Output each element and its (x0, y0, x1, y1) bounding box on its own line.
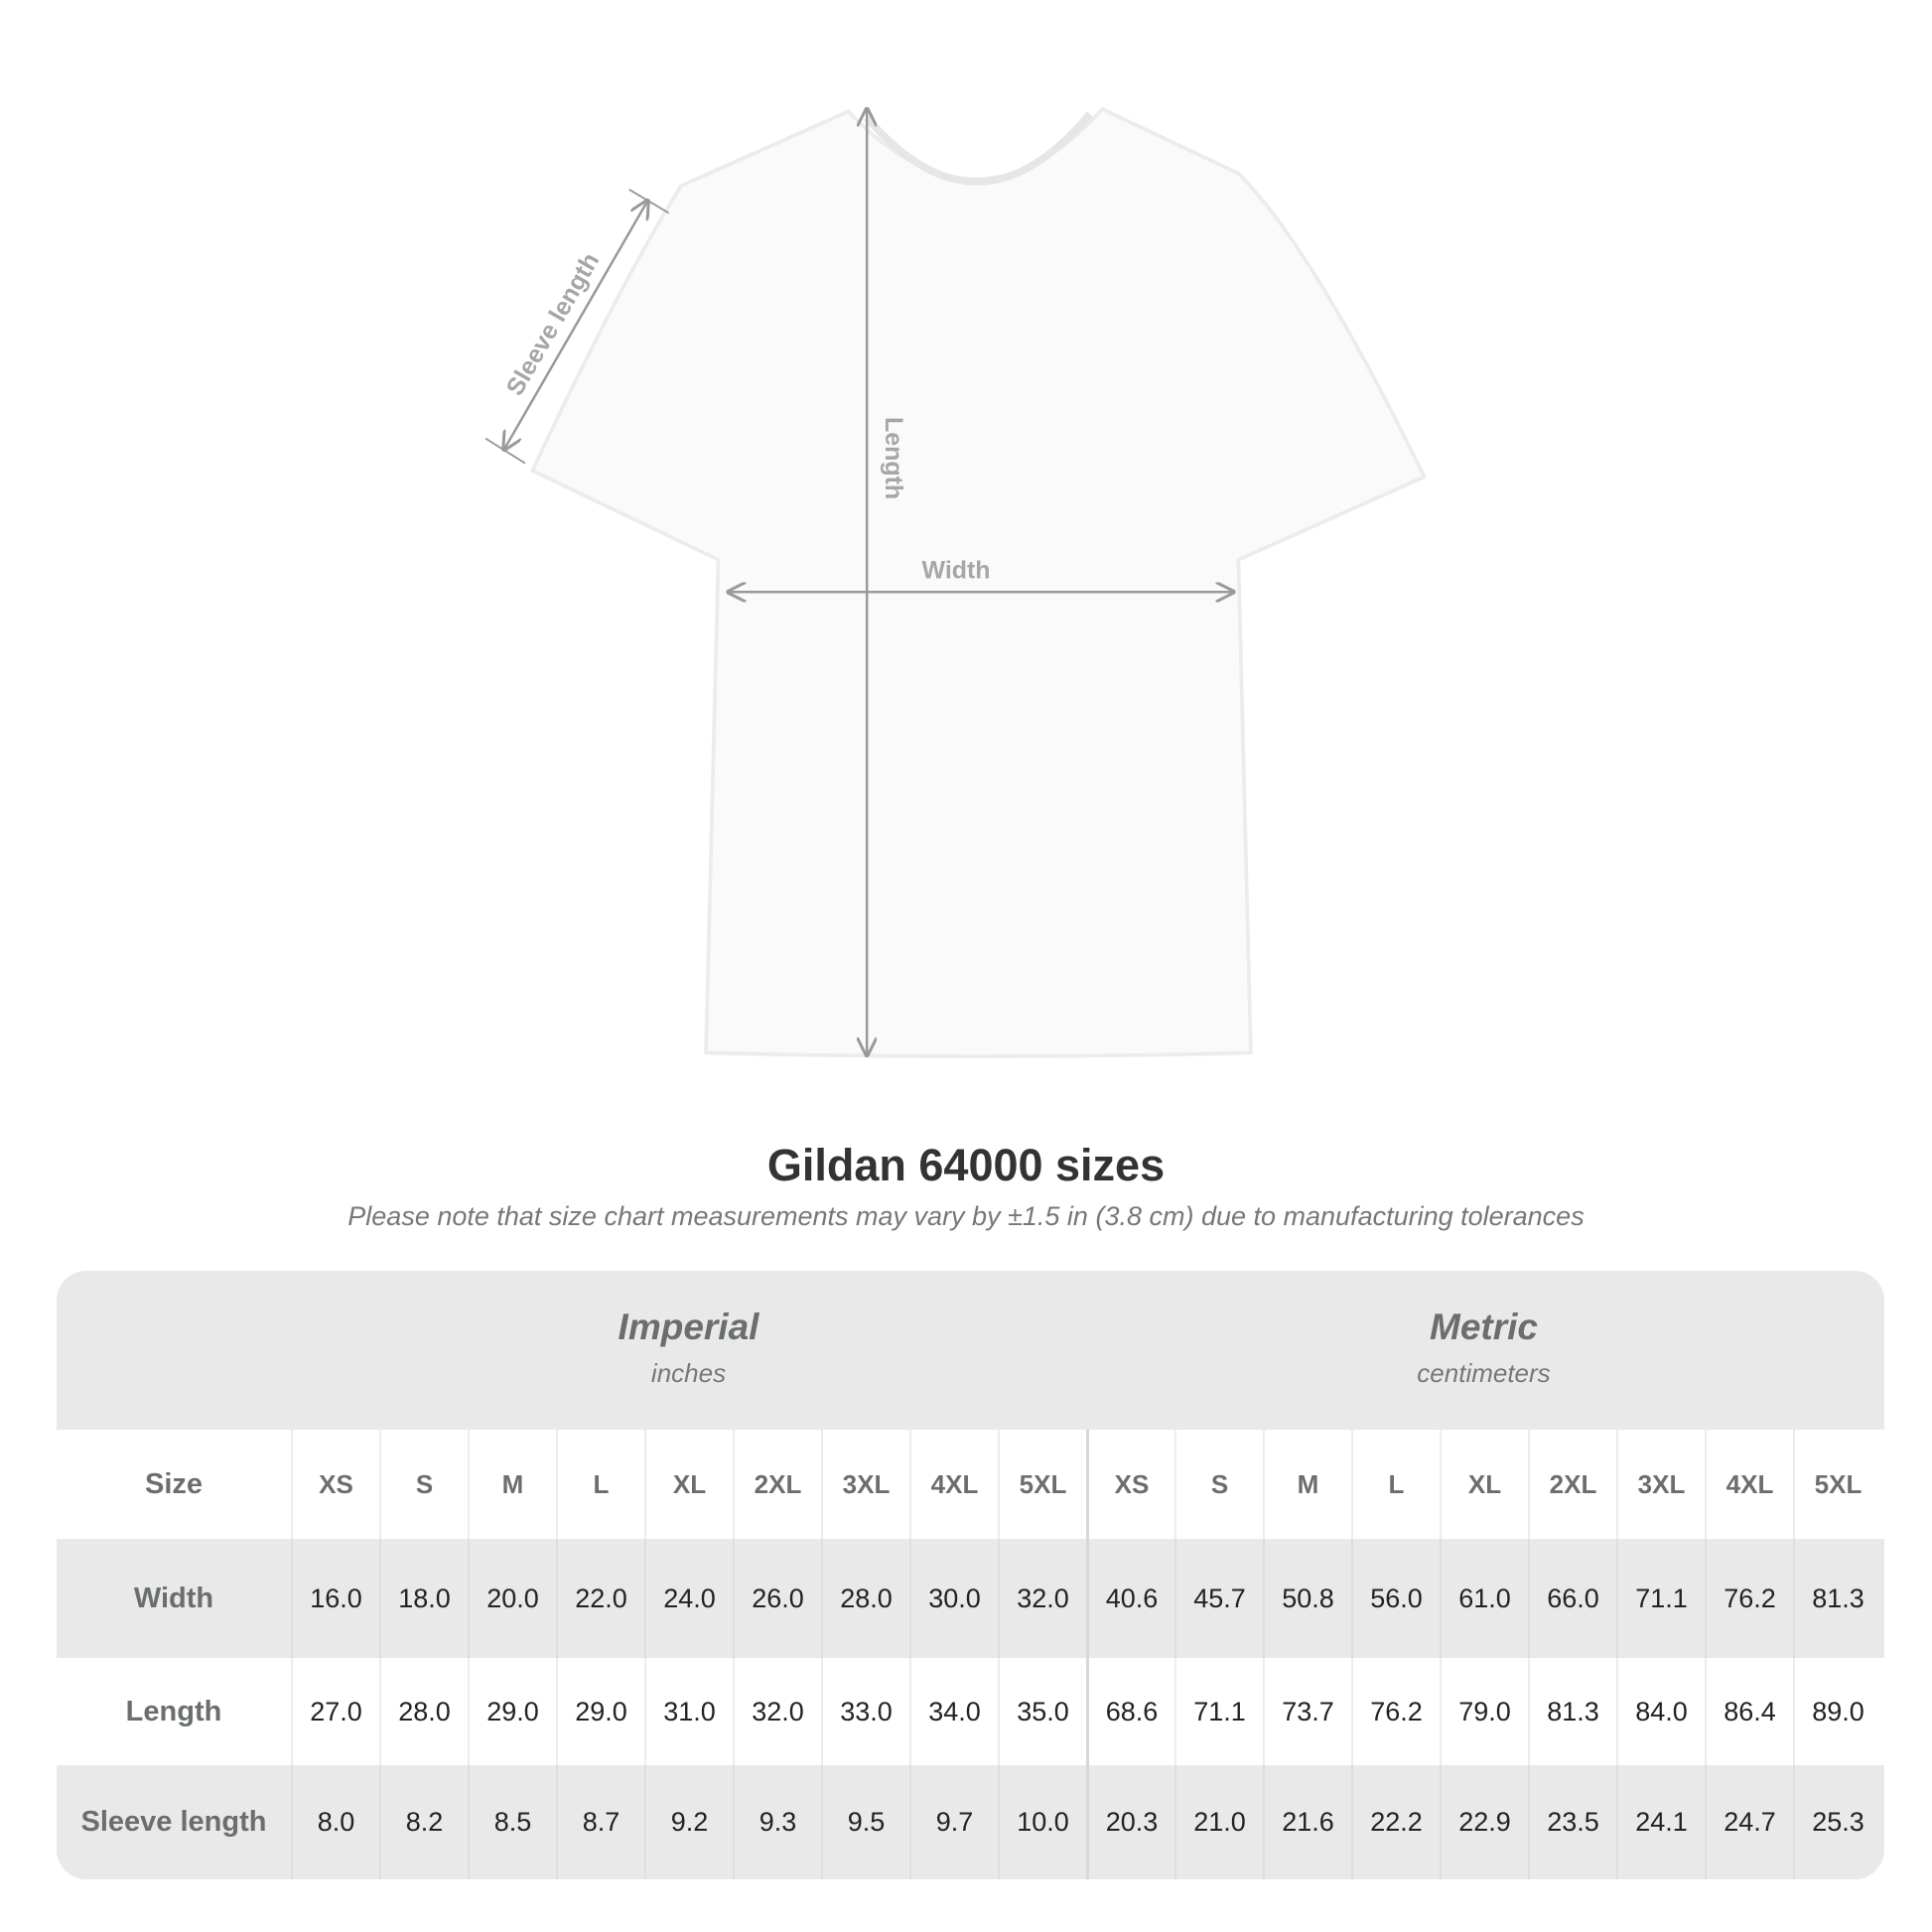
row-label: Width (133, 1582, 214, 1614)
row-label: Sleeve length (80, 1806, 267, 1838)
value-cell: 8.7 (556, 1765, 644, 1879)
value-cell: 9.5 (821, 1765, 909, 1879)
size-imperial-3xl: 3XL (821, 1430, 909, 1539)
size-imperial-4xl: 4XL (909, 1430, 998, 1539)
value-cell: 9.2 (644, 1765, 733, 1879)
size-imperial-m: M (468, 1430, 556, 1539)
value-cell: 27.0 (291, 1658, 379, 1765)
value-cell: 29.0 (556, 1658, 644, 1765)
value-cell: 18.0 (379, 1539, 468, 1658)
value-cell: 23.5 (1528, 1765, 1616, 1879)
value-cell: 28.0 (379, 1658, 468, 1765)
metric-header: Metric centimeters (1417, 1307, 1551, 1388)
value-cell: 71.1 (1616, 1539, 1705, 1658)
value-cell: 22.0 (556, 1539, 644, 1658)
value-cell: 45.7 (1174, 1539, 1263, 1658)
value-cell: 86.4 (1705, 1658, 1793, 1765)
value-cell: 73.7 (1263, 1658, 1351, 1765)
value-cell: 8.0 (291, 1765, 379, 1879)
value-cell: 84.0 (1616, 1658, 1705, 1765)
value-cell: 26.0 (733, 1539, 821, 1658)
value-cell: 79.0 (1440, 1658, 1528, 1765)
size-header-row: Size XS S M L XL 2XL 3XL 4XL 5XL XS S M L XL 2XL 3XL 4XL 5… (57, 1430, 1884, 1539)
value-cell: 21.6 (1263, 1765, 1351, 1879)
value-cell: 32.0 (733, 1658, 821, 1765)
page-title: Gildan 64000 sizes (766, 1140, 1166, 1190)
size-metric-5xl: 5XL (1793, 1430, 1881, 1539)
value-cell: 20.3 (1086, 1765, 1174, 1879)
value-cell: 33.0 (821, 1658, 909, 1765)
length-label: Length (880, 417, 907, 499)
value-cell: 81.3 (1528, 1658, 1616, 1765)
table-row: Width 16.0 18.0 20.0 22.0 24.0 26.0 28.0 30.0 32.… (57, 1539, 1884, 1658)
value-cell: 61.0 (1440, 1539, 1528, 1658)
size-label: Size (144, 1467, 204, 1500)
size-imperial-xl: XL (644, 1430, 733, 1539)
value-cell: 30.0 (909, 1539, 998, 1658)
size-metric-s: S (1174, 1430, 1263, 1539)
sleeve-arrow (504, 201, 648, 450)
value-cell: 50.8 (1263, 1539, 1351, 1658)
width-label: Width (922, 557, 991, 585)
value-cell: 89.0 (1793, 1658, 1881, 1765)
value-cell: 8.5 (468, 1765, 556, 1879)
value-cell: 22.2 (1351, 1765, 1440, 1879)
value-cell: 24.7 (1705, 1765, 1793, 1879)
value-cell: 20.0 (468, 1539, 556, 1658)
value-cell: 66.0 (1528, 1539, 1616, 1658)
value-cell: 68.6 (1086, 1658, 1174, 1765)
value-cell: 28.0 (821, 1539, 909, 1658)
value-cell: 56.0 (1351, 1539, 1440, 1658)
size-metric-3xl: 3XL (1616, 1430, 1705, 1539)
value-cell: 35.0 (998, 1658, 1086, 1765)
size-metric-4xl: 4XL (1705, 1430, 1793, 1539)
size-imperial-5xl: 5XL (998, 1430, 1086, 1539)
size-metric-m: M (1263, 1430, 1351, 1539)
tolerance-note: Please note that size chart measurements… (347, 1201, 1585, 1231)
value-cell: 22.9 (1440, 1765, 1528, 1879)
value-cell: 40.6 (1086, 1539, 1174, 1658)
value-cell: 31.0 (644, 1658, 733, 1765)
value-cell: 34.0 (909, 1658, 998, 1765)
size-table: Imperial inches Metric centimeters Size X… (57, 1271, 1884, 1879)
row-label: Length (125, 1695, 222, 1727)
value-cell: 71.1 (1174, 1658, 1263, 1765)
value-cell: 9.3 (733, 1765, 821, 1879)
size-metric-l: L (1351, 1430, 1440, 1539)
table-row: Length 27.0 28.0 29.0 29.0 31.0 32.0 33.0 34.0 35… (57, 1658, 1884, 1765)
value-cell: 29.0 (468, 1658, 556, 1765)
value-cell: 8.2 (379, 1765, 468, 1879)
table-row: Sleeve length 8.0 8.2 8.5 8.7 9.2 9.3 9.5 9.7 10.… (57, 1765, 1884, 1879)
size-imperial-2xl: 2XL (733, 1430, 821, 1539)
value-cell: 24.1 (1616, 1765, 1705, 1879)
size-imperial-s: S (379, 1430, 468, 1539)
size-metric-2xl: 2XL (1528, 1430, 1616, 1539)
size-metric-xl: XL (1440, 1430, 1528, 1539)
value-cell: 9.7 (909, 1765, 998, 1879)
value-cell: 21.0 (1174, 1765, 1263, 1879)
size-imperial-xs: XS (291, 1430, 379, 1539)
value-cell: 25.3 (1793, 1765, 1881, 1879)
value-cell: 81.3 (1793, 1539, 1881, 1658)
value-cell: 16.0 (291, 1539, 379, 1658)
value-cell: 76.2 (1705, 1539, 1793, 1658)
size-metric-xs: XS (1086, 1430, 1174, 1539)
value-cell: 76.2 (1351, 1658, 1440, 1765)
imperial-header: Imperial inches (618, 1307, 759, 1388)
value-cell: 32.0 (998, 1539, 1086, 1658)
size-imperial-l: L (556, 1430, 644, 1539)
value-cell: 24.0 (644, 1539, 733, 1658)
value-cell: 10.0 (998, 1765, 1086, 1879)
